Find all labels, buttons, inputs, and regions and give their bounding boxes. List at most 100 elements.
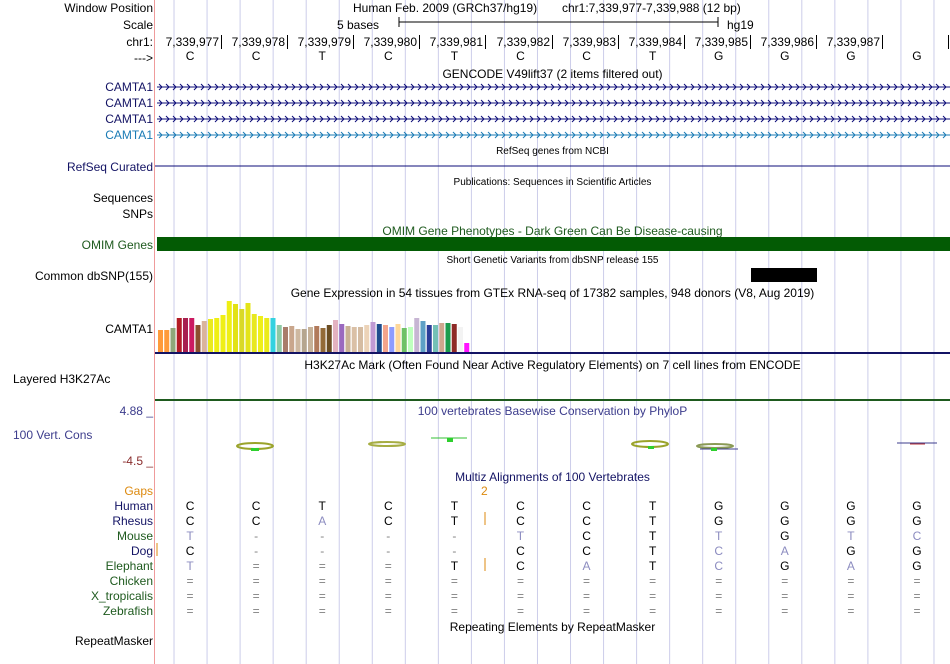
gtex-tissue-bar[interactable]	[189, 318, 195, 352]
gencode-transcript[interactable]	[157, 99, 950, 107]
gencode-transcript[interactable]	[157, 131, 950, 139]
gtex-tissue-bar[interactable]	[276, 325, 282, 352]
gtex-tissue-bar[interactable]	[183, 318, 188, 352]
gtex-tissue-bar[interactable]	[395, 324, 401, 352]
gtex-tissue-bar[interactable]	[426, 325, 432, 352]
gtex-tissue-bar[interactable]	[326, 325, 332, 352]
alignment-base: T	[186, 559, 194, 573]
omim-track-label[interactable]: OMIM Genes	[81, 238, 153, 252]
common-dbsnp-track-label[interactable]: Common dbSNP(155)	[34, 269, 153, 283]
alignment-base: T	[648, 499, 657, 513]
gtex-tissue-bar[interactable]	[201, 321, 207, 352]
alignment-base: T	[450, 499, 459, 513]
alignment-base: =	[252, 589, 260, 603]
species-label-dog[interactable]: Dog	[130, 544, 153, 558]
h3k27ac-track-label[interactable]: Layered H3K27Ac	[13, 372, 111, 386]
coordinate-label: 7,339,977	[165, 35, 219, 49]
alignment-base: =	[715, 604, 723, 618]
gtex-tissue-bar[interactable]	[289, 326, 295, 352]
gtex-tissue-bar[interactable]	[220, 315, 226, 352]
gtex-tissue-bar[interactable]	[264, 318, 270, 352]
gtex-tissue-bar[interactable]	[464, 343, 470, 352]
species-label-elephant[interactable]: Elephant	[105, 559, 153, 573]
gtex-tissue-bar[interactable]	[176, 318, 182, 352]
gencode-transcript[interactable]	[157, 83, 950, 91]
gtex-tissue-bar[interactable]	[226, 301, 232, 352]
gtex-tissue-bar[interactable]	[408, 327, 413, 352]
gtex-tissue-bar[interactable]	[414, 318, 420, 352]
coordinate-label: 7,339,984	[628, 35, 682, 49]
snps-track-label[interactable]: SNPs	[122, 207, 153, 221]
gtex-tissue-bar[interactable]	[370, 322, 376, 352]
gtex-tissue-bar[interactable]	[258, 316, 263, 352]
gtex-tissue-bar[interactable]	[301, 329, 307, 352]
phylop-mark	[648, 446, 654, 449]
alignment-base: =	[186, 604, 194, 618]
gtex-gene-label[interactable]: CAMTA1	[105, 322, 153, 336]
species-label-x_tropicalis[interactable]: X_tropicalis	[90, 589, 153, 603]
track-image[interactable]: Human Feb. 2009 (GRCh37/hg19) chr1:7,339…	[155, 0, 950, 664]
gtex-tissue-bar[interactable]	[164, 330, 170, 352]
phylop-conservation-marks	[236, 437, 937, 451]
gtex-tissue-bar[interactable]	[376, 324, 382, 352]
gtex-tissue-bar[interactable]	[283, 327, 288, 352]
species-label-mouse[interactable]: Mouse	[116, 529, 153, 543]
alignment-base: =	[649, 589, 657, 603]
gtex-tissue-bar[interactable]	[383, 325, 388, 352]
dbsnp-variant-bar[interactable]	[751, 268, 817, 282]
reference-base: C	[185, 49, 195, 63]
gtex-tissue-bar[interactable]	[314, 326, 320, 352]
gencode-transcript[interactable]	[157, 115, 950, 123]
gtex-tissue-bar[interactable]	[458, 327, 463, 352]
species-label-chicken[interactable]: Chicken	[109, 574, 153, 588]
gtex-tissue-bar[interactable]	[420, 321, 426, 352]
alignment-base: =	[252, 604, 260, 618]
gtex-tissue-bar[interactable]	[339, 324, 345, 352]
alignment-base: =	[252, 574, 260, 588]
gtex-tissue-bar[interactable]	[364, 325, 370, 352]
gtex-tissue-bar[interactable]	[195, 325, 201, 352]
repeatmasker-track-title: Repeating Elements by RepeatMasker	[449, 620, 656, 634]
gtex-tissue-bar[interactable]	[239, 309, 245, 352]
refseq-track-label[interactable]: RefSeq Curated	[66, 160, 153, 174]
gtex-tissue-bar[interactable]	[158, 330, 163, 352]
gtex-tissue-bar[interactable]	[445, 323, 451, 352]
gtex-tissue-bar[interactable]	[433, 325, 438, 352]
gtex-tissue-bar[interactable]	[358, 327, 363, 352]
gtex-tissue-bar[interactable]	[401, 328, 407, 352]
gtex-tissue-bar[interactable]	[214, 318, 220, 352]
omim-gene-bar[interactable]	[157, 237, 950, 251]
gtex-tissue-bar[interactable]	[208, 319, 213, 352]
alignment-base: G	[714, 514, 724, 528]
gtex-tissue-bar[interactable]	[351, 327, 357, 352]
gencode-transcript-label[interactable]: CAMTA1	[105, 112, 153, 126]
repeatmasker-track-label[interactable]: RepeatMasker	[74, 634, 153, 648]
gtex-tissue-bar[interactable]	[295, 329, 301, 352]
gtex-tissue-bar[interactable]	[308, 327, 313, 352]
gtex-tissue-bar[interactable]	[251, 314, 257, 352]
gtex-tissue-bar[interactable]	[389, 327, 395, 352]
gtex-tissue-bar[interactable]	[345, 326, 351, 352]
gencode-transcript-label[interactable]: CAMTA1	[105, 96, 153, 110]
species-label-human[interactable]: Human	[114, 499, 153, 513]
alignment-base: T	[450, 514, 459, 528]
gtex-track-title: Gene Expression in 54 tissues from GTEx …	[290, 286, 815, 300]
gtex-tissue-bar[interactable]	[333, 320, 338, 352]
gencode-transcript-label[interactable]: CAMTA1	[105, 128, 153, 142]
gtex-tissue-bar[interactable]	[451, 324, 457, 352]
gencode-transcript-label[interactable]: CAMTA1	[105, 80, 153, 94]
sequences-track-label[interactable]: Sequences	[92, 191, 153, 205]
gtex-tissue-bar[interactable]	[320, 328, 326, 352]
alignment-base: C	[582, 514, 591, 528]
gtex-tissue-bar[interactable]	[170, 328, 176, 352]
gtex-tissue-bar[interactable]	[439, 323, 445, 352]
species-label-zebrafish[interactable]: Zebrafish	[102, 604, 153, 618]
gtex-tissue-bar[interactable]	[270, 318, 276, 352]
conservation-track-label[interactable]: 100 Vert. Cons	[13, 428, 93, 442]
gtex-tissue-bar[interactable]	[245, 303, 251, 352]
alignment-base: C	[714, 559, 724, 573]
gtex-tissue-bar[interactable]	[233, 304, 238, 352]
db-name: hg19	[727, 18, 754, 32]
species-label-rhesus[interactable]: Rhesus	[112, 514, 153, 528]
phylop-mark	[711, 448, 717, 451]
